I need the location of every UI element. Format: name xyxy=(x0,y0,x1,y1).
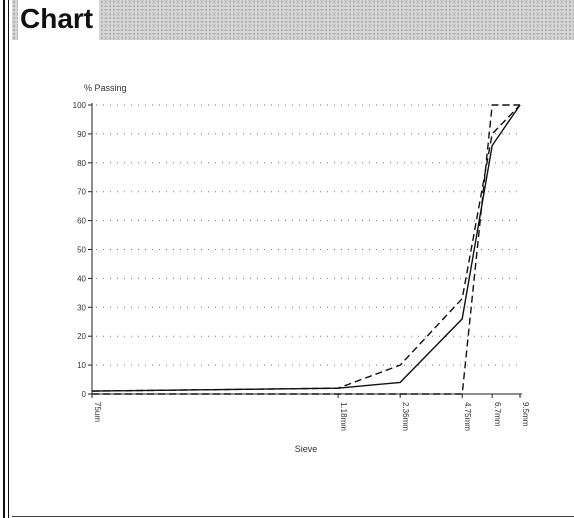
y-tick-label: 70 xyxy=(77,188,86,197)
y-tick-label: 0 xyxy=(82,390,87,399)
x-tick-label: 2.36mm xyxy=(401,402,410,431)
y-tick-label: 50 xyxy=(77,246,86,255)
x-tick-label: 9.5mm xyxy=(521,402,530,427)
y-tick-label: 60 xyxy=(77,217,86,226)
bottom-border xyxy=(12,516,574,517)
window-border-inner xyxy=(8,0,9,518)
y-tick-label: 20 xyxy=(77,332,86,341)
y-tick-label: 100 xyxy=(73,101,87,110)
axes-layer: 0 10 20 30 40 50 60 70 80 90 100 75um 1.18mm 2.36mm 4.… xyxy=(73,101,530,431)
series-line-1 xyxy=(91,104,521,392)
x-tick-label: 75um xyxy=(93,402,102,422)
y-tick-label: 40 xyxy=(77,274,86,283)
series-line-3 xyxy=(92,104,520,395)
header-band xyxy=(12,0,574,40)
window-border-left xyxy=(3,0,5,518)
window-title: Chart xyxy=(18,0,100,40)
y-tick-label: 80 xyxy=(77,159,86,168)
labels-layer: % Passing Sieve xyxy=(84,83,317,454)
x-tick-label: 4.75mm xyxy=(463,402,472,431)
y-tick-label: 30 xyxy=(77,303,86,312)
x-tick-label: 6.7mm xyxy=(493,402,502,427)
y-tick-label: 90 xyxy=(77,130,86,139)
series-layer xyxy=(91,104,521,395)
x-axis-label: Sieve xyxy=(295,444,318,454)
x-tick-label: 1.18mm xyxy=(339,402,348,431)
series-line-2 xyxy=(91,104,521,392)
y-axis-label: % Passing xyxy=(84,83,127,93)
grid-layer xyxy=(96,104,520,366)
y-tick-label: 10 xyxy=(77,361,86,370)
